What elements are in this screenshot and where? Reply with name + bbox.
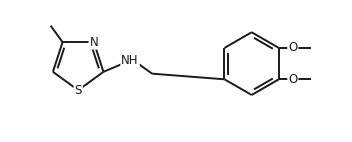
Text: NH: NH: [121, 54, 139, 67]
Text: N: N: [89, 36, 98, 49]
Text: S: S: [75, 84, 82, 97]
Text: O: O: [288, 73, 297, 86]
Text: O: O: [288, 41, 297, 54]
